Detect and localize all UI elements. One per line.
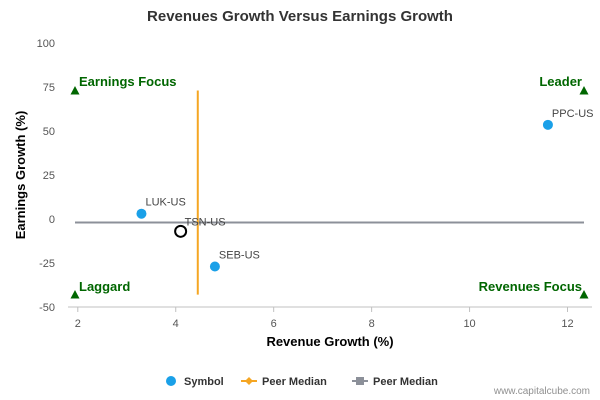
- y-tick-label: 50: [43, 126, 55, 138]
- y-axis-ticks: 100 75 50 25 0 -25 -50: [37, 38, 55, 314]
- y-tick-label: -25: [39, 258, 55, 270]
- highlighted-point-label: TSN-US: [185, 216, 226, 228]
- x-tick-label: 12: [561, 318, 573, 330]
- y-tick-label: 100: [37, 38, 55, 50]
- highlighted-point: TSN-US: [174, 216, 226, 238]
- quadrant-marker-icon: [579, 86, 589, 95]
- y-tick-label: 25: [43, 170, 55, 182]
- quadrant-labels: Earnings Focus Leader Laggard Revenues Focu…: [70, 74, 589, 299]
- legend-gray-square-icon: [356, 377, 364, 385]
- y-tick-label: 75: [43, 82, 55, 94]
- y-tick-label: 0: [49, 214, 55, 226]
- x-tick-label: 4: [173, 318, 179, 330]
- data-point[interactable]: [136, 208, 147, 219]
- x-axis-title: Revenue Growth (%): [266, 334, 393, 349]
- quadrant-marker-icon: [70, 86, 80, 95]
- legend-label: Peer Median: [262, 376, 327, 388]
- x-tick-label: 2: [75, 318, 81, 330]
- chart-title: Revenues Growth Versus Earnings Growth: [147, 8, 453, 25]
- x-axis-ticks: 2 4 6 8 10 12: [75, 307, 574, 330]
- data-point[interactable]: [209, 261, 220, 272]
- data-point-label: LUK-US: [145, 197, 185, 209]
- credit-text: www.capitalcube.com: [493, 386, 590, 397]
- x-tick-label: 8: [369, 318, 375, 330]
- data-point-label: PPC-US: [552, 108, 594, 120]
- y-axis-title: Earnings Growth (%): [13, 111, 28, 240]
- quadrant-marker-icon: [70, 290, 80, 299]
- legend: Symbol Peer Median Peer Median: [166, 376, 438, 388]
- data-point-label: SEB-US: [219, 250, 260, 262]
- quadrant-marker-icon: [579, 290, 589, 299]
- quadrant-label-top-left: Earnings Focus: [79, 74, 177, 89]
- x-tick-label: 10: [463, 318, 475, 330]
- data-point[interactable]: [542, 119, 553, 130]
- highlighted-data-point[interactable]: [174, 224, 188, 238]
- legend-symbol-dot-icon: [166, 376, 176, 386]
- quadrant-label-top-right: Leader: [539, 74, 582, 89]
- legend-orange-diamond-icon: [245, 377, 253, 385]
- y-tick-label: -50: [39, 302, 55, 314]
- quadrant-label-bottom-left: Laggard: [79, 279, 130, 294]
- x-tick-label: 6: [271, 318, 277, 330]
- legend-label: Symbol: [184, 376, 224, 388]
- data-points: PPC-US LUK-US SEB-US: [136, 108, 593, 272]
- quadrant-label-bottom-right: Revenues Focus: [479, 279, 582, 294]
- legend-label: Peer Median: [373, 376, 438, 388]
